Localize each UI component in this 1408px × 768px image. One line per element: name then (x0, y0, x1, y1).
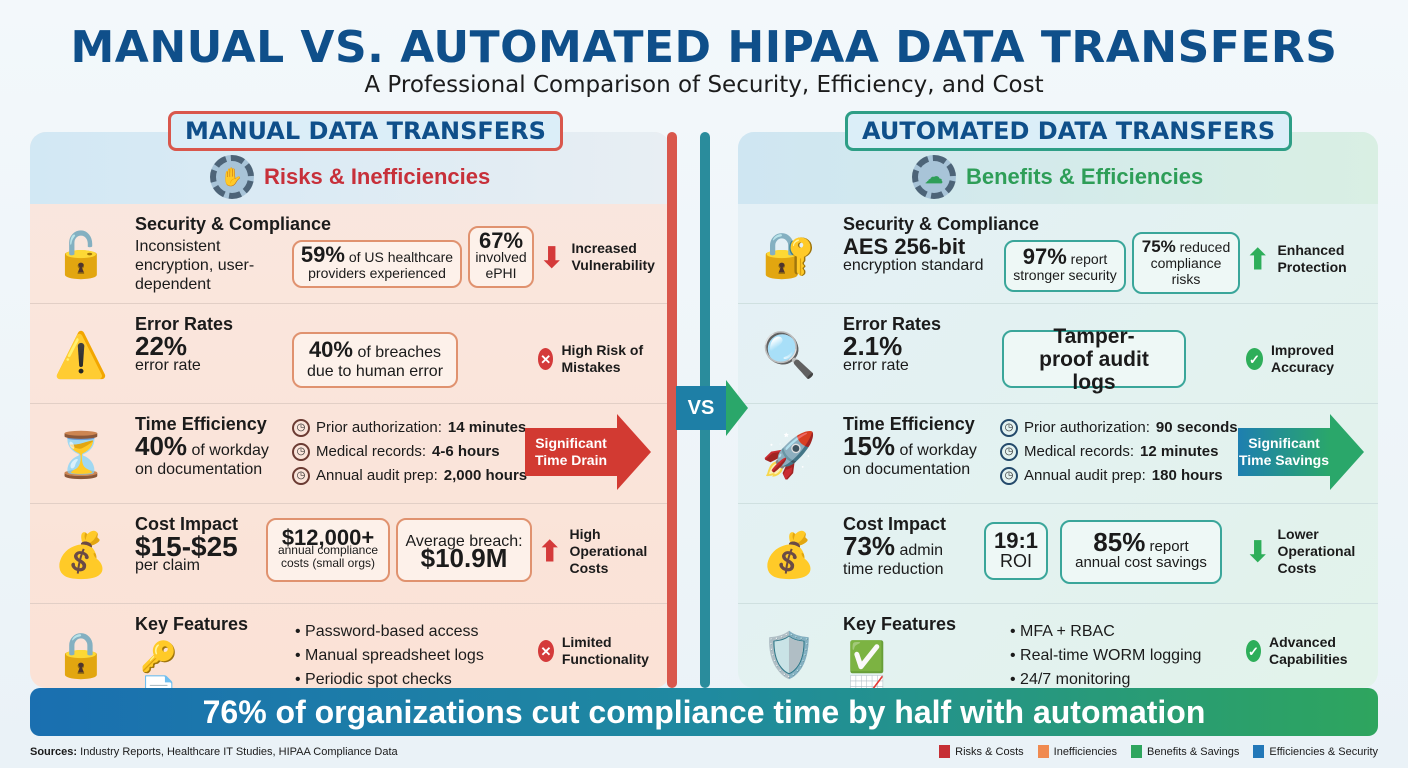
auto-security-row: 🔐 Security & Compliance AES 256-bit encry… (738, 204, 1378, 304)
manual-header: MANUAL DATA TRANSFERS (168, 111, 563, 151)
stat-box: Tamper-proof audit logs (1002, 325, 1186, 394)
clock-icon: ◷ (1000, 443, 1018, 461)
clock-icon: ◷ (1000, 467, 1018, 485)
clock-icon: ◷ (1000, 419, 1018, 437)
vs-arrow-icon (726, 380, 748, 436)
arrow-down-icon: ⬇ (1246, 536, 1270, 567)
time-drain-arrow: Significant Time Drain (525, 414, 655, 490)
arrow-up-icon: ⬆ (538, 536, 562, 567)
shield-fingerprint-icon: 🛡️ (761, 631, 817, 680)
arrow-down-icon: ⬇ (540, 241, 564, 273)
manual-panel: 🔓 Security & Compliance Inconsistent enc… (30, 132, 670, 688)
legend-item: Benefits & Savings (1131, 745, 1239, 758)
manual-time-row: ⏳ Time Efficiency 40% of workday on docum… (30, 404, 670, 504)
manual-subheader: ✋ Risks & Inefficiencies (210, 155, 490, 199)
divider-red (667, 132, 677, 688)
auto-features-row: 🛡️ Key Features ✅📈 • MFA + RBAC • Real-t… (738, 604, 1378, 688)
stat-box: 67% involved ePHI (468, 226, 534, 288)
stat-box: 97% report stronger security (1004, 240, 1126, 292)
auto-cost-row: 💰 Cost Impact 73% admin time reduction 19… (738, 504, 1378, 604)
summary-banner: 76% of organizations cut compliance time… (30, 688, 1378, 736)
x-circle-icon: ✕ (538, 640, 554, 662)
check-circle-icon: ✓ (1246, 348, 1263, 370)
clock-hourglass-icon: ⏳ (53, 431, 109, 480)
time-list: ◷ Prior authorization: 14 minutes ◷ Medical… (292, 416, 527, 488)
vs-badge: VS (676, 386, 726, 430)
auto-errors-row: 🔍 Error Rates 2.1% error rate Tamper-proo… (738, 304, 1378, 404)
legend: Risks & Costs Inefficiencies Benefits & … (939, 745, 1378, 758)
manual-cost-row: 💰 Cost Impact $15-$25 per claim $12,000+ a… (30, 504, 670, 604)
page-title: MANUAL VS. AUTOMATED HIPAA DATA TRANSFER… (70, 22, 1338, 73)
features-list: • MFA + RBAC • Real-time WORM logging • … (1010, 623, 1202, 688)
automated-panel: 🔐 Security & Compliance AES 256-bit encry… (738, 132, 1378, 688)
stat-box: 19:1 ROI (984, 522, 1048, 580)
time-list: ◷ Prior authorization: 90 seconds ◷ Medical… (1000, 416, 1238, 488)
shield-check-network-icon: ✅📈 (848, 641, 886, 688)
automated-header: AUTOMATED DATA TRANSFERS (845, 111, 1293, 151)
coins-falling-icon: 💰 (761, 531, 817, 580)
manual-security-row: 🔓 Security & Compliance Inconsistent enc… (30, 204, 670, 304)
clock-icon: ◷ (292, 419, 310, 437)
page-subtitle: A Professional Comparison of Security, E… (364, 72, 1044, 98)
x-circle-icon: ✕ (538, 348, 554, 370)
time-savings-arrow: Significant Time Savings (1238, 414, 1368, 490)
magnifier-database-icon: 🔍 (761, 331, 817, 380)
legend-item: Risks & Costs (939, 745, 1024, 758)
clock-icon: ◷ (292, 443, 310, 461)
legend-item: Efficiencies & Security (1253, 745, 1378, 758)
padlock-spreadsheet-icon: 🔒 (53, 631, 109, 680)
broken-lock-icon: 🔓 (53, 231, 109, 280)
stat-box: 75% reduced compliance risks (1132, 232, 1240, 294)
stat-box: Average breach: $10.9M (396, 518, 532, 582)
auto-time-row: 🚀 Time Efficiency 15% of workday on docum… (738, 404, 1378, 504)
sources: Sources: Industry Reports, Healthcare IT… (30, 746, 398, 758)
legend-item: Inefficiencies (1037, 745, 1117, 758)
automated-subheader: ☁ Benefits & Efficiencies (912, 155, 1203, 199)
gear-hand-icon: ✋ (210, 155, 254, 199)
timer-rocket-icon: 🚀 (761, 431, 817, 480)
gear-cloud-shield-icon: ☁ (912, 155, 956, 199)
arrow-up-icon: ⬆ (1246, 243, 1270, 275)
features-list: • Password-based access • Manual spreads… (295, 623, 484, 688)
coins-rising-icon: 💰 (53, 531, 109, 580)
manual-features-row: 🔒 Key Features 🔑📄 • Password-based acces… (30, 604, 670, 688)
key-document-icon: 🔑📄 (140, 641, 178, 688)
check-circle-icon: ✓ (1246, 640, 1262, 662)
stat-box: 85% report annual cost savings (1060, 520, 1222, 584)
stat-box: 59% of US healthcare providers experienc… (292, 240, 462, 288)
manual-errors-row: ⚠️ Error Rates 22% error rate 40% of brea… (30, 304, 670, 404)
lock-check-icon: 🔐 (761, 231, 817, 280)
stat-box: 40% of breaches due to human error (292, 332, 458, 388)
clock-icon: ◷ (292, 467, 310, 485)
stat-box: $12,000+ annual compliance costs (small o… (266, 518, 390, 582)
warning-magnifier-icon: ⚠️ (53, 331, 109, 380)
